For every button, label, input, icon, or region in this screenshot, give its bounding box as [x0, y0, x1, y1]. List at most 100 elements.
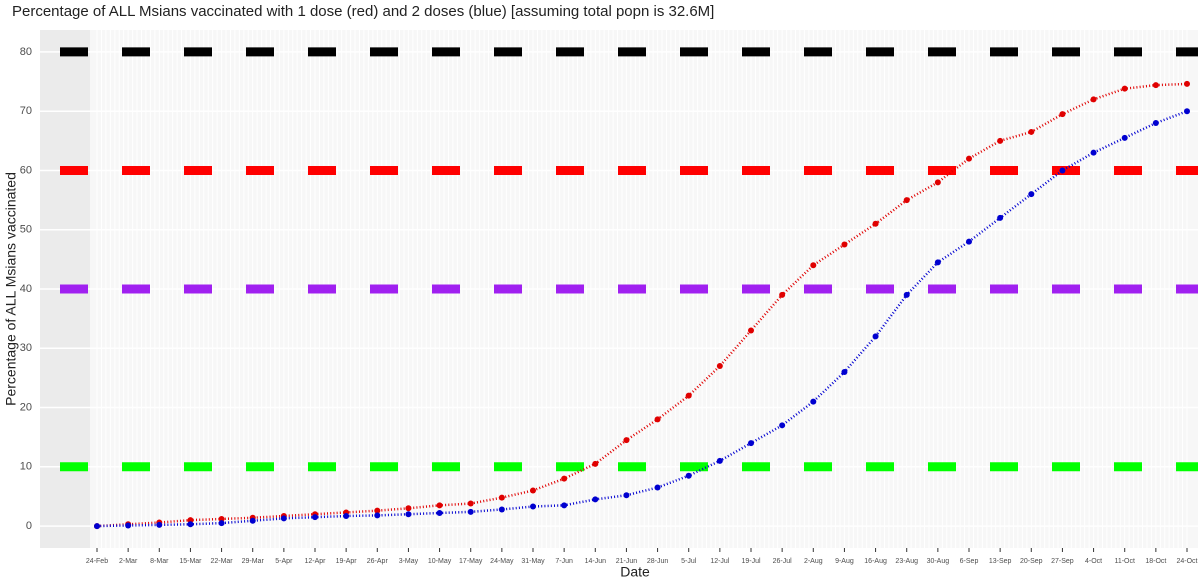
- data-point: [872, 333, 879, 340]
- x-tick-label: 8-Mar: [150, 558, 169, 565]
- data-point: [467, 500, 474, 507]
- x-tick-label: 16-Aug: [864, 558, 887, 565]
- data-point: [654, 416, 661, 423]
- y-tick-label: 60: [20, 164, 32, 176]
- x-tick-label: 10-May: [428, 558, 452, 565]
- data-point: [716, 457, 723, 464]
- data-point: [498, 506, 505, 513]
- data-point: [1059, 167, 1066, 174]
- x-tick-label: 17-May: [459, 558, 483, 565]
- data-point: [654, 484, 661, 491]
- data-point: [436, 510, 443, 517]
- data-point: [997, 137, 1004, 144]
- data-point: [498, 494, 505, 501]
- x-tick-label: 2-Mar: [119, 558, 138, 565]
- data-point: [903, 197, 910, 204]
- data-point: [966, 238, 972, 245]
- x-tick-label: 31-May: [521, 558, 545, 565]
- data-point: [685, 392, 692, 399]
- x-tick-label: 2-Aug: [804, 558, 823, 565]
- data-point: [436, 502, 443, 509]
- data-point: [530, 503, 536, 510]
- y-tick-label: 10: [20, 461, 32, 473]
- data-point: [343, 512, 350, 519]
- data-point: [312, 514, 318, 521]
- data-point: [1121, 134, 1128, 141]
- data-point: [592, 496, 599, 503]
- x-tick-label: 24-May: [490, 558, 514, 565]
- data-point: [561, 475, 568, 482]
- data-point: [748, 440, 754, 447]
- x-tick-label: 11-Oct: [1114, 558, 1135, 565]
- x-tick-label: 24-Oct: [1176, 558, 1197, 565]
- x-tick-label: 19-Apr: [336, 558, 358, 565]
- data-point: [810, 398, 817, 405]
- data-point: [561, 502, 568, 509]
- data-point: [779, 291, 786, 298]
- data-point: [249, 517, 256, 524]
- data-point: [903, 291, 910, 298]
- data-point: [997, 214, 1004, 221]
- data-point: [374, 512, 381, 519]
- data-point: [1090, 149, 1097, 156]
- y-tick-label: 70: [20, 105, 32, 117]
- x-tick-label: 5-Jul: [681, 558, 697, 565]
- x-tick-label: 29-Mar: [242, 558, 265, 565]
- data-point: [405, 511, 412, 518]
- data-point: [685, 472, 692, 479]
- series-line: [96, 82, 1188, 528]
- x-tick-label: 13-Sep: [989, 558, 1012, 565]
- y-axis-label: Percentage of ALL Msians vaccinated: [3, 172, 19, 406]
- x-tick-label: 18-Oct: [1145, 558, 1166, 565]
- y-tick-label: 30: [20, 342, 32, 354]
- x-tick-label: 26-Jul: [773, 558, 793, 565]
- data-point: [934, 259, 941, 266]
- x-tick-label: 14-Jun: [585, 558, 607, 565]
- data-point: [779, 422, 786, 429]
- data-point: [530, 487, 536, 494]
- data-point: [94, 523, 100, 530]
- data-point: [374, 507, 381, 514]
- x-tick-label: 9-Aug: [835, 558, 854, 565]
- data-point: [1059, 111, 1066, 118]
- data-point: [841, 241, 848, 248]
- data-point: [966, 155, 972, 162]
- data-point: [934, 179, 941, 186]
- y-tick-label: 0: [26, 520, 32, 532]
- x-tick-label: 30-Aug: [927, 558, 950, 565]
- data-point: [218, 515, 225, 522]
- series-line: [96, 110, 1188, 528]
- x-tick-label: 3-May: [399, 558, 419, 565]
- data-point: [1152, 120, 1159, 127]
- data-point: [1121, 85, 1128, 92]
- data-point: [872, 220, 879, 227]
- data-point: [716, 363, 723, 370]
- data-point: [156, 521, 163, 528]
- x-tick-label: 12-Apr: [304, 558, 326, 565]
- x-tick-label: 28-Jun: [647, 558, 669, 565]
- y-tick-label: 20: [20, 401, 32, 413]
- data-point: [1184, 108, 1190, 115]
- x-tick-label: 23-Aug: [895, 558, 918, 565]
- x-tick-label: 20-Sep: [1020, 558, 1043, 565]
- data-point: [280, 515, 287, 522]
- data-point: [748, 327, 754, 334]
- x-tick-label: 4-Oct: [1085, 558, 1102, 565]
- chart-title: Percentage of ALL Msians vaccinated with…: [12, 3, 714, 20]
- data-point: [125, 522, 132, 529]
- x-tick-label: 19-Jul: [741, 558, 761, 565]
- data-point: [623, 492, 630, 499]
- x-tick-label: 26-Apr: [367, 558, 389, 565]
- data-point: [467, 508, 474, 515]
- data-point: [187, 521, 194, 528]
- x-tick-label: 6-Sep: [960, 558, 979, 565]
- x-tick-label: 5-Apr: [275, 558, 293, 565]
- data-point: [218, 520, 225, 527]
- x-tick-label: 27-Sep: [1051, 558, 1074, 565]
- data-point: [405, 505, 412, 512]
- y-tick-label: 50: [20, 224, 32, 236]
- data-point: [841, 368, 848, 375]
- x-tick-label: 12-Jul: [710, 558, 730, 565]
- data-point: [1028, 191, 1035, 198]
